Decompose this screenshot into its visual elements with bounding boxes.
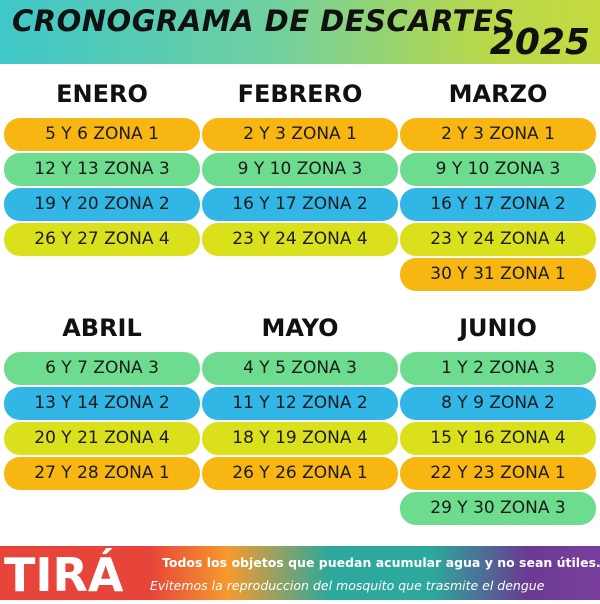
footer-brand: TIRÁ bbox=[4, 548, 124, 602]
schedule-pill: 1 Y 2 ZONA 3 bbox=[400, 352, 596, 385]
month-block-enero: ENERO 5 Y 6 ZONA 1 12 Y 13 ZONA 3 19 Y 2… bbox=[4, 80, 200, 258]
schedule-pill: 26 Y 26 ZONA 1 bbox=[202, 457, 398, 490]
schedule-pill: 26 Y 27 ZONA 4 bbox=[4, 223, 200, 256]
schedule-pill: 8 Y 9 ZONA 2 bbox=[400, 387, 596, 420]
schedule-pill: 12 Y 13 ZONA 3 bbox=[4, 153, 200, 186]
schedule-pill: 29 Y 30 ZONA 3 bbox=[400, 492, 596, 525]
schedule-pill: 4 Y 5 ZONA 3 bbox=[202, 352, 398, 385]
page-title: CRONOGRAMA DE DESCARTES bbox=[12, 4, 515, 38]
footer-banner bbox=[0, 546, 600, 600]
schedule-pill: 20 Y 21 ZONA 4 bbox=[4, 422, 200, 455]
header-banner bbox=[0, 0, 600, 64]
schedule-pill: 30 Y 31 ZONA 1 bbox=[400, 258, 596, 291]
schedule-pill: 22 Y 23 ZONA 1 bbox=[400, 457, 596, 490]
schedule-pill: 18 Y 19 ZONA 4 bbox=[202, 422, 398, 455]
month-block-marzo: MARZO 2 Y 3 ZONA 1 9 Y 10 ZONA 3 16 Y 17… bbox=[400, 80, 596, 293]
schedule-pill: 23 Y 24 ZONA 4 bbox=[202, 223, 398, 256]
month-block-febrero: FEBRERO 2 Y 3 ZONA 1 9 Y 10 ZONA 3 16 Y … bbox=[202, 80, 398, 258]
schedule-pill: 9 Y 10 ZONA 3 bbox=[400, 153, 596, 186]
month-block-junio: JUNIO 1 Y 2 ZONA 3 8 Y 9 ZONA 2 15 Y 16 … bbox=[400, 314, 596, 527]
month-block-mayo: MAYO 4 Y 5 ZONA 3 11 Y 12 ZONA 2 18 Y 19… bbox=[202, 314, 398, 492]
schedule-pill: 5 Y 6 ZONA 1 bbox=[4, 118, 200, 151]
month-title: ENERO bbox=[56, 80, 148, 108]
schedule-pill: 9 Y 10 ZONA 3 bbox=[202, 153, 398, 186]
schedule-pill: 16 Y 17 ZONA 2 bbox=[202, 188, 398, 221]
month-title: JUNIO bbox=[459, 314, 537, 342]
schedule-pill: 27 Y 28 ZONA 1 bbox=[4, 457, 200, 490]
year-label: 2025 bbox=[489, 22, 590, 63]
schedule-pill: 13 Y 14 ZONA 2 bbox=[4, 387, 200, 420]
schedule-pill: 11 Y 12 ZONA 2 bbox=[202, 387, 398, 420]
schedule-pill: 19 Y 20 ZONA 2 bbox=[4, 188, 200, 221]
footer-line-1: Todos los objetos que puedan acumular ag… bbox=[162, 555, 600, 570]
month-block-abril: ABRIL 6 Y 7 ZONA 3 13 Y 14 ZONA 2 20 Y 2… bbox=[4, 314, 200, 492]
month-title: FEBRERO bbox=[237, 80, 363, 108]
schedule-pill: 16 Y 17 ZONA 2 bbox=[400, 188, 596, 221]
schedule-pill: 6 Y 7 ZONA 3 bbox=[4, 352, 200, 385]
schedule-pill: 2 Y 3 ZONA 1 bbox=[400, 118, 596, 151]
month-title: ABRIL bbox=[62, 314, 142, 342]
footer-line-2: Evitemos la reproduccion del mosquito qu… bbox=[150, 578, 545, 593]
month-title: MARZO bbox=[448, 80, 548, 108]
schedule-pill: 15 Y 16 ZONA 4 bbox=[400, 422, 596, 455]
schedule-pill: 2 Y 3 ZONA 1 bbox=[202, 118, 398, 151]
month-title: MAYO bbox=[261, 314, 339, 342]
schedule-pill: 23 Y 24 ZONA 4 bbox=[400, 223, 596, 256]
